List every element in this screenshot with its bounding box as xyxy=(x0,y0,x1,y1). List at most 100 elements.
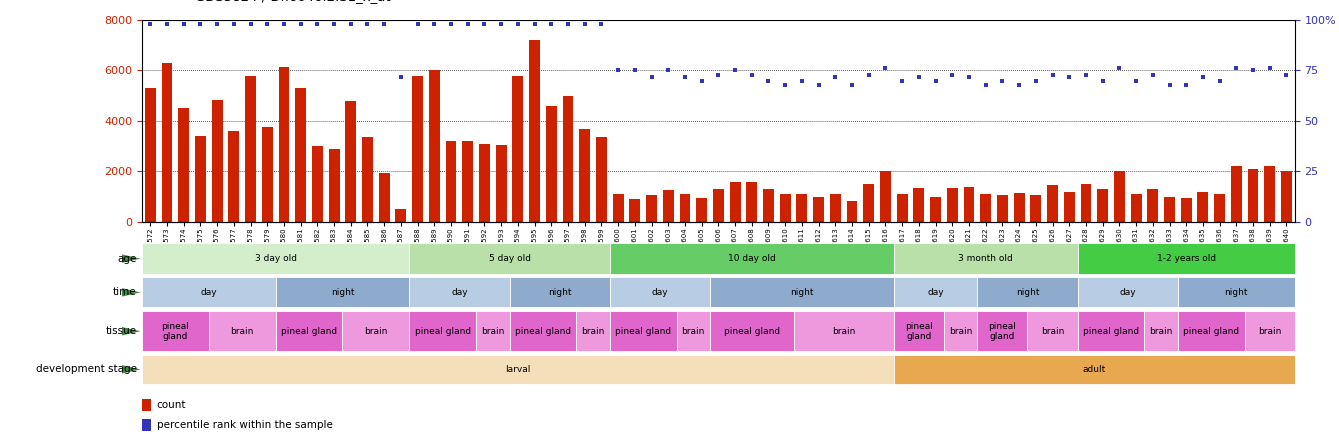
Point xyxy=(841,81,862,88)
Bar xyxy=(328,149,340,222)
Text: day: day xyxy=(928,288,944,297)
Bar xyxy=(1097,189,1109,222)
Text: pineal gland: pineal gland xyxy=(516,327,570,336)
Bar xyxy=(1178,278,1295,307)
Text: day: day xyxy=(451,288,467,297)
Text: 10 day old: 10 day old xyxy=(728,254,775,263)
Bar xyxy=(1248,169,1259,222)
Point xyxy=(490,20,511,28)
Point xyxy=(975,81,996,88)
Bar xyxy=(1164,197,1174,222)
Bar xyxy=(947,188,957,222)
Point xyxy=(657,67,679,74)
Text: adult: adult xyxy=(1083,365,1106,374)
Text: 1-2 years old: 1-2 years old xyxy=(1157,254,1216,263)
Bar xyxy=(797,194,807,222)
Bar xyxy=(913,188,924,222)
Point xyxy=(340,20,362,28)
Bar xyxy=(1078,243,1295,274)
Bar xyxy=(613,194,624,222)
Bar xyxy=(746,182,758,222)
Text: night: night xyxy=(331,288,355,297)
Bar xyxy=(477,311,510,351)
Text: time: time xyxy=(112,287,137,297)
Bar xyxy=(276,311,343,351)
Point xyxy=(675,73,696,80)
Point xyxy=(1026,77,1047,84)
Point xyxy=(541,20,562,28)
Bar xyxy=(529,40,540,222)
Point xyxy=(892,77,913,84)
Bar xyxy=(1027,311,1078,351)
Text: pineal gland: pineal gland xyxy=(1083,327,1139,336)
Text: pineal
gland: pineal gland xyxy=(905,321,933,341)
Bar xyxy=(897,194,908,222)
Bar xyxy=(647,195,657,222)
Bar xyxy=(428,71,439,222)
Point xyxy=(707,71,728,78)
Bar xyxy=(977,278,1078,307)
Text: 3 day old: 3 day old xyxy=(254,254,297,263)
Bar xyxy=(846,201,857,222)
Point xyxy=(608,67,629,74)
Point xyxy=(959,73,980,80)
Text: pineal gland: pineal gland xyxy=(281,327,337,336)
Bar xyxy=(1031,195,1042,222)
Bar xyxy=(562,96,573,222)
Point xyxy=(1192,73,1213,80)
Bar xyxy=(710,311,794,351)
Text: brain: brain xyxy=(832,327,856,336)
Bar xyxy=(609,243,894,274)
Text: pineal gland: pineal gland xyxy=(615,327,671,336)
Bar xyxy=(410,278,510,307)
Bar xyxy=(596,137,607,222)
Bar xyxy=(142,355,894,384)
Polygon shape xyxy=(122,327,141,336)
Point xyxy=(858,71,880,78)
Point xyxy=(206,20,228,28)
Bar xyxy=(446,141,457,222)
Text: 3 month old: 3 month old xyxy=(959,254,1014,263)
Bar xyxy=(1148,189,1158,222)
Point xyxy=(524,20,545,28)
Point xyxy=(1125,77,1146,84)
Point xyxy=(941,71,963,78)
Point xyxy=(691,77,712,84)
Bar xyxy=(1130,194,1142,222)
Point xyxy=(908,73,929,80)
Bar xyxy=(510,278,609,307)
Text: brain: brain xyxy=(364,327,387,336)
Polygon shape xyxy=(122,365,141,374)
Point xyxy=(724,67,746,74)
Bar xyxy=(696,198,707,222)
Bar xyxy=(763,189,774,222)
Bar xyxy=(1014,193,1024,222)
Text: brain: brain xyxy=(1259,327,1281,336)
Bar xyxy=(362,137,374,222)
Point xyxy=(807,81,829,88)
Bar xyxy=(894,243,1078,274)
Point xyxy=(758,77,779,84)
Point xyxy=(1259,65,1280,72)
Point xyxy=(157,20,178,28)
Bar xyxy=(980,194,991,222)
Bar xyxy=(276,278,410,307)
Point xyxy=(407,20,428,28)
Bar xyxy=(894,355,1295,384)
Text: night: night xyxy=(548,288,572,297)
Bar xyxy=(676,311,710,351)
Point xyxy=(774,81,795,88)
Point xyxy=(925,77,947,84)
Bar xyxy=(295,88,307,222)
Bar xyxy=(395,210,406,222)
Bar xyxy=(495,145,506,222)
Bar xyxy=(142,419,151,431)
Text: brain: brain xyxy=(682,327,706,336)
Point xyxy=(374,20,395,28)
Point xyxy=(307,20,328,28)
Bar xyxy=(1063,192,1075,222)
Bar xyxy=(145,88,155,222)
Text: day: day xyxy=(1119,288,1135,297)
Text: larval: larval xyxy=(505,365,530,374)
Bar xyxy=(813,197,823,222)
